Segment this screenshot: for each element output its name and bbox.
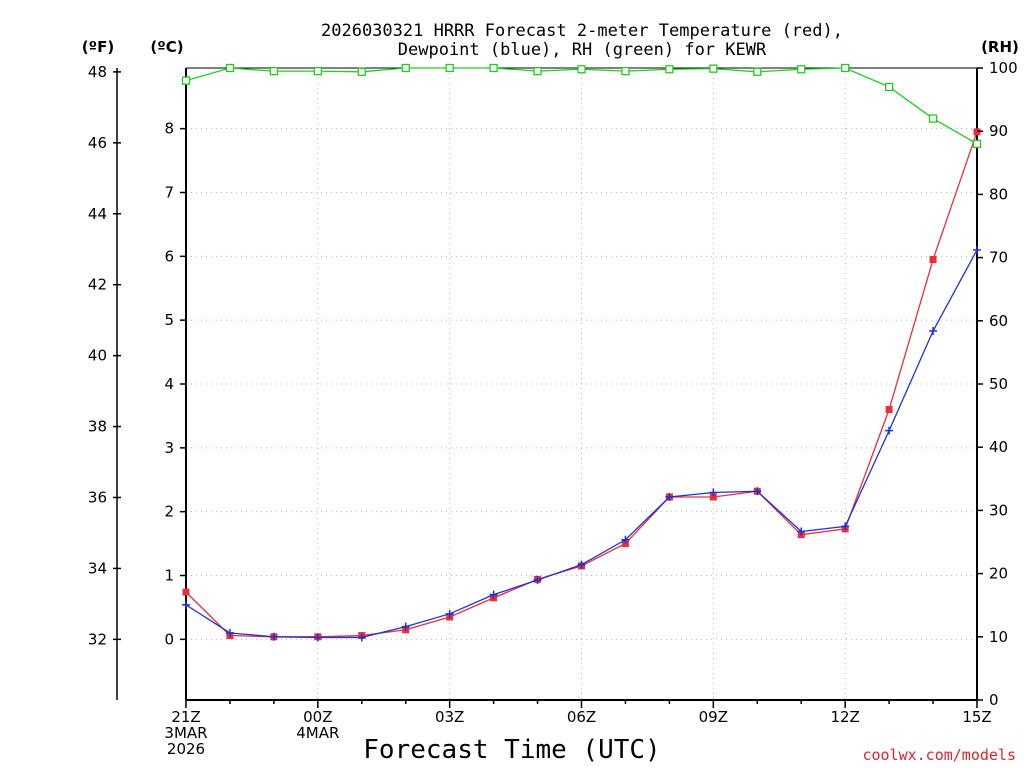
rh-tick-label: 100	[989, 59, 1018, 77]
dewpoint-point	[841, 522, 850, 531]
temperature-point	[885, 406, 893, 414]
temperature-point	[182, 588, 190, 596]
relative-humidity-point	[489, 63, 498, 73]
dewpoint-point	[621, 535, 630, 544]
credit-text[interactable]: coolwx.com/models	[862, 746, 1016, 764]
x-axis-label: Forecast Time (UTC)	[363, 735, 660, 765]
relative-humidity-point	[709, 64, 718, 73]
relative-humidity-point	[753, 67, 762, 76]
x-tick-label: 3MAR	[164, 724, 207, 742]
rh-tick-label: 90	[989, 122, 1008, 140]
temperature-point	[929, 256, 937, 264]
fahrenheit-tick-label: 48	[88, 63, 107, 81]
relative-humidity-point	[928, 114, 938, 123]
series-layer	[181, 63, 982, 642]
x-tick-label: 06Z	[567, 708, 596, 726]
rh-tick-label: 80	[989, 185, 1008, 203]
fahrenheit-tick-label: 46	[88, 134, 107, 152]
x-tick-label: 09Z	[699, 708, 728, 726]
rh-tick-label: 20	[989, 565, 1008, 583]
fahrenheit-tick-label: 32	[88, 630, 107, 648]
relative-humidity-point	[621, 67, 630, 76]
dewpoint-point	[797, 527, 806, 536]
relative-humidity-point	[533, 67, 542, 76]
fahrenheit-tick-label: 44	[88, 205, 107, 223]
celsius-tick-label: 2	[164, 503, 174, 521]
fahrenheit-tick-label: 40	[88, 347, 107, 365]
dewpoint-point	[753, 487, 762, 496]
relative-humidity-point	[797, 65, 806, 74]
celsius-tick-label: 1	[164, 567, 174, 585]
dewpoint-point	[357, 633, 366, 642]
rh-tick-label: 40	[989, 438, 1008, 456]
relative-humidity-line	[185, 67, 978, 145]
relative-humidity-point	[357, 67, 366, 76]
relative-humidity-point	[445, 63, 454, 73]
x-tick-label: 21Z	[171, 708, 200, 726]
rh-tick-label: 70	[989, 249, 1008, 267]
temperature-point	[709, 493, 717, 501]
relative-humidity-point	[225, 63, 235, 73]
x-tick-label: 15Z	[962, 708, 991, 726]
x-tick-label: 00Z	[303, 708, 332, 726]
relative-humidity-point	[269, 67, 279, 76]
fahrenheit-tick-label: 34	[88, 559, 107, 577]
celsius-tick-label: 3	[164, 439, 174, 457]
relative-humidity-point	[841, 63, 850, 73]
fahrenheit-unit-label: (ºF)	[82, 38, 114, 56]
x-tick-label: 4MAR	[296, 724, 339, 742]
x-tick-label: 03Z	[435, 708, 464, 726]
dewpoint-point	[709, 488, 718, 497]
celsius-tick-label: 0	[164, 630, 174, 648]
dewpoint-point	[445, 609, 454, 618]
x-tick-label: 2026	[167, 740, 205, 758]
dewpoint-point	[885, 426, 894, 435]
rh-tick-label: 10	[989, 628, 1008, 646]
fahrenheit-tick-label: 38	[88, 418, 107, 436]
relative-humidity-point	[884, 82, 894, 92]
relative-humidity-point	[401, 63, 410, 73]
x-tick-label: 12Z	[830, 708, 859, 726]
celsius-unit-label: (ºC)	[150, 38, 183, 56]
dewpoint-point	[489, 590, 498, 599]
chart-title-line-2: Dewpoint (blue), RH (green) for KEWR	[398, 40, 767, 60]
fahrenheit-tick-label: 42	[88, 276, 107, 294]
relative-humidity-point	[313, 67, 322, 76]
dewpoint-point	[225, 628, 234, 637]
relative-humidity-point	[181, 76, 191, 85]
dewpoint-point	[577, 560, 586, 569]
fahrenheit-tick-label: 36	[88, 488, 107, 506]
celsius-tick-label: 5	[164, 311, 174, 329]
celsius-tick-label: 4	[164, 375, 174, 393]
rh-tick-label: 60	[989, 312, 1008, 330]
ticks-layer: 0123456783234363840424446480102030405060…	[88, 59, 1018, 758]
dewpoint-point	[929, 327, 938, 336]
grid-layer	[186, 68, 977, 700]
relative-humidity-point	[665, 65, 674, 74]
dewpoint-point	[182, 600, 190, 609]
dewpoint-point	[401, 622, 410, 631]
rh-unit-label: (RH)	[981, 38, 1019, 56]
dewpoint-point	[313, 633, 322, 642]
chart-title-line-1: 2026030321 HRRR Forecast 2-meter Tempera…	[321, 21, 843, 41]
relative-humidity-point	[577, 65, 586, 74]
relative-humidity-point	[972, 139, 982, 148]
dewpoint-point	[973, 245, 981, 254]
rh-tick-label: 30	[989, 501, 1008, 519]
dewpoint-point	[665, 492, 674, 501]
rh-tick-label: 50	[989, 375, 1008, 393]
dewpoint-point	[269, 632, 278, 641]
celsius-tick-label: 6	[164, 247, 174, 265]
rh-tick-label: 0	[989, 691, 999, 709]
celsius-tick-label: 8	[164, 120, 174, 138]
celsius-tick-label: 7	[164, 183, 174, 201]
dewpoint-point	[533, 575, 542, 584]
